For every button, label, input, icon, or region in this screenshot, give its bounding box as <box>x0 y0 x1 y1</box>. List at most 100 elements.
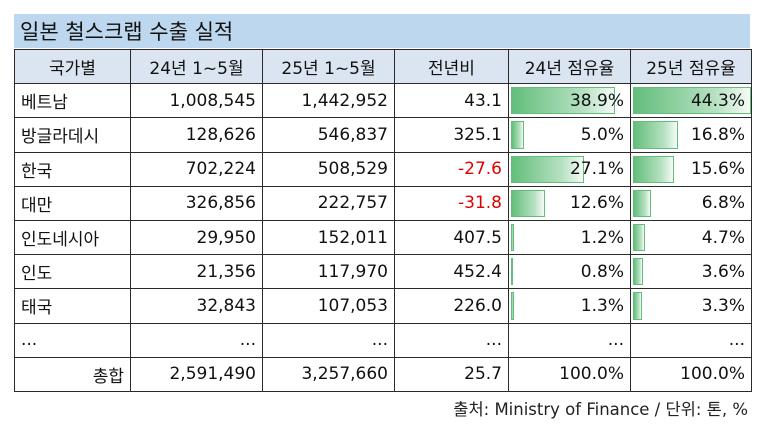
total-24: 2,591,490 <box>130 356 263 392</box>
share-25-bar <box>633 189 652 217</box>
share-value: 15.6% <box>690 159 745 180</box>
share-24-bar <box>511 121 525 149</box>
share-25-cell: 44.3% <box>630 83 752 119</box>
header-share-25: 25년 점유율 <box>630 48 752 85</box>
share-value: 1.3% <box>580 295 624 316</box>
value-25-cell: 1,442,952 <box>262 83 395 119</box>
value-25-cell: 117,970 <box>262 254 395 290</box>
share-25-bar <box>633 121 678 149</box>
share-24-cell: 12.6% <box>508 185 631 221</box>
share-value: 44.3% <box>690 90 745 111</box>
total-share-24: 100.0% <box>508 356 631 392</box>
share-24-cell: 0.8% <box>508 254 631 290</box>
header-country: 국가별 <box>14 48 131 85</box>
share-value: ... <box>728 330 745 351</box>
share-24-bar <box>511 155 584 183</box>
value-25-cell: 546,837 <box>262 117 395 153</box>
share-value: 5.0% <box>580 124 624 145</box>
share-24-bar <box>511 223 515 252</box>
share-25-bar <box>633 155 675 183</box>
header-row: 국가별 24년 1~5월 25년 1~5월 전년비 24년 점유율 25년 점유… <box>14 48 752 85</box>
table-row: 인도네시아 29,950 152,011 407.5 1.2% 4.7% <box>14 219 752 256</box>
share-24-bar <box>511 292 515 320</box>
table-row: 방글라데시 128,626 546,837 325.1 5.0% 16.8% <box>14 117 752 153</box>
share-value: 1.2% <box>580 227 624 248</box>
header-24-jan-may: 24년 1~5월 <box>130 48 263 85</box>
yoy-cell: 325.1 <box>394 117 509 153</box>
yoy-cell: -27.6 <box>394 151 509 187</box>
table-row: 대만 326,856 222,757 -31.8 12.6% 6.8% <box>14 185 752 221</box>
country-cell: 대만 <box>14 185 131 221</box>
table-row: 베트남 1,008,545 1,442,952 43.1 38.9% 44.3% <box>14 83 752 119</box>
share-value: 3.3% <box>701 295 745 316</box>
country-cell: 인도 <box>14 254 131 290</box>
country-cell: 태국 <box>14 288 131 324</box>
header-share-24: 24년 점유율 <box>508 48 631 85</box>
value-24-cell: 32,843 <box>130 288 263 324</box>
yoy-cell: 43.1 <box>394 83 509 119</box>
share-value: 6.8% <box>701 193 745 214</box>
value-25-cell: 107,053 <box>262 288 395 324</box>
value-24-cell: 326,856 <box>130 185 263 221</box>
value-24-cell: 702,224 <box>130 151 263 187</box>
value-24-cell: 1,008,545 <box>130 83 263 119</box>
value-24-cell: 21,356 <box>130 254 263 290</box>
share-25-cell: 3.3% <box>630 288 752 324</box>
country-cell: 방글라데시 <box>14 117 131 153</box>
country-cell: 한국 <box>14 151 131 187</box>
total-share-25: 100.0% <box>630 356 752 392</box>
share-25-cell: 16.8% <box>630 117 752 153</box>
total-25: 3,257,660 <box>262 356 395 392</box>
country-cell: ... <box>14 322 131 358</box>
share-24-cell: 5.0% <box>508 117 631 153</box>
share-value: 0.8% <box>580 261 624 282</box>
share-24-bar <box>511 87 616 115</box>
table-title: 일본 철스크랩 수출 실적 <box>14 14 750 48</box>
value-25-cell: 508,529 <box>262 151 395 187</box>
header-yoy: 전년비 <box>394 48 509 85</box>
share-24-bar <box>511 258 514 286</box>
yoy-cell: 452.4 <box>394 254 509 290</box>
table-row: 태국 32,843 107,053 226.0 1.3% 3.3% <box>14 288 752 324</box>
value-24-cell: 29,950 <box>130 219 263 256</box>
share-value: 27.1% <box>569 159 624 180</box>
value-24-cell: 128,626 <box>130 117 263 153</box>
share-24-bar <box>511 189 545 217</box>
country-cell: 베트남 <box>14 83 131 119</box>
share-value: 12.6% <box>569 193 624 214</box>
yoy-cell: 226.0 <box>394 288 509 324</box>
value-24-cell: ... <box>130 322 263 358</box>
export-table: 국가별 24년 1~5월 25년 1~5월 전년비 24년 점유율 25년 점유… <box>14 48 752 392</box>
table-title-text: 일본 철스크랩 수출 실적 <box>20 20 234 44</box>
share-25-cell: 6.8% <box>630 185 752 221</box>
share-value: 16.8% <box>690 124 745 145</box>
value-25-cell: ... <box>262 322 395 358</box>
share-25-bar <box>633 258 643 286</box>
share-value: 3.6% <box>701 261 745 282</box>
total-yoy: 25.7 <box>394 356 509 392</box>
source-note: 출처: Ministry of Finance / 단위: 톤, % <box>453 400 748 419</box>
share-24-cell: 27.1% <box>508 151 631 187</box>
share-25-cell: ... <box>630 322 752 358</box>
share-value: 4.7% <box>701 227 745 248</box>
share-24-cell: ... <box>508 322 631 358</box>
table-row: 인도 21,356 117,970 452.4 0.8% 3.6% <box>14 254 752 290</box>
share-25-bar <box>633 292 642 320</box>
share-value: ... <box>607 330 624 351</box>
yoy-cell: ... <box>394 322 509 358</box>
share-24-cell: 1.3% <box>508 288 631 324</box>
share-value: 38.9% <box>569 90 624 111</box>
share-25-bar <box>633 87 751 115</box>
value-25-cell: 222,757 <box>262 185 395 221</box>
table-row: 한국 702,224 508,529 -27.6 27.1% 15.6% <box>14 151 752 187</box>
header-25-jan-may: 25년 1~5월 <box>262 48 395 85</box>
share-25-cell: 15.6% <box>630 151 752 187</box>
share-25-bar <box>633 223 646 252</box>
share-25-cell: 3.6% <box>630 254 752 290</box>
share-24-cell: 38.9% <box>508 83 631 119</box>
table-body: 베트남 1,008,545 1,442,952 43.1 38.9% 44.3% 방글라데시… <box>14 83 752 358</box>
share-25-cell: 4.7% <box>630 219 752 256</box>
yoy-cell: 407.5 <box>394 219 509 256</box>
share-24-cell: 1.2% <box>508 219 631 256</box>
total-label: 총합 <box>14 356 131 392</box>
